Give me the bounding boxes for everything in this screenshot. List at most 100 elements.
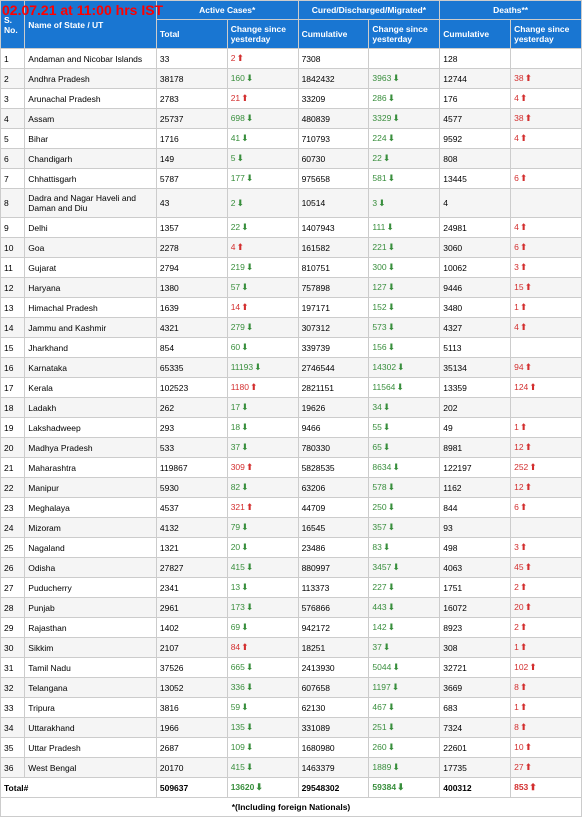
- cell-deaths-change: [511, 149, 582, 169]
- cell-active-total: 262: [156, 398, 227, 418]
- cell-deaths-cum: 10062: [440, 258, 511, 278]
- cell-deaths-change: 8⬆: [511, 718, 582, 738]
- table-row: 34Uttarakhand1966135⬇331089251⬇73248⬆: [1, 718, 582, 738]
- cell-name: Chhattisgarh: [25, 169, 157, 189]
- cell-active-total: 2107: [156, 638, 227, 658]
- table-row: 10Goa22784⬆161582221⬇30606⬆: [1, 238, 582, 258]
- cell-deaths-change: [511, 338, 582, 358]
- cell-active-total: 4132: [156, 518, 227, 538]
- cell-deaths-change: 4⬆: [511, 89, 582, 109]
- cell-cured-cum: 975658: [298, 169, 369, 189]
- cell-active-total: 1321: [156, 538, 227, 558]
- cell-name: Madhya Pradesh: [25, 438, 157, 458]
- cell-sno: 30: [1, 638, 25, 658]
- cell-active-change: 698⬇: [227, 109, 298, 129]
- table-row: 7Chhattisgarh5787177⬇975658581⬇134456⬆: [1, 169, 582, 189]
- cell-deaths-change: 12⬆: [511, 478, 582, 498]
- cell-name: Chandigarh: [25, 149, 157, 169]
- cell-cured-change: 467⬇: [369, 698, 440, 718]
- cell-name: Arunachal Pradesh: [25, 89, 157, 109]
- cell-active-total: 1716: [156, 129, 227, 149]
- cell-cured-change: 34⬇: [369, 398, 440, 418]
- cell-cured-change: 227⬇: [369, 578, 440, 598]
- cell-active-change: 18⬇: [227, 418, 298, 438]
- cell-sno: 24: [1, 518, 25, 538]
- cell-sno: 8: [1, 189, 25, 218]
- cell-name: Rajasthan: [25, 618, 157, 638]
- cell-sno: 2: [1, 69, 25, 89]
- cell-deaths-change: 4⬆: [511, 129, 582, 149]
- table-row: 26Odisha27827415⬇8809973457⬇406345⬆: [1, 558, 582, 578]
- cell-deaths-cum: 4063: [440, 558, 511, 578]
- cell-sno: 32: [1, 678, 25, 698]
- table-row: 17Kerala1025231180⬆282115111564⬇13359124…: [1, 378, 582, 398]
- header-deaths: Deaths**: [440, 1, 582, 20]
- table-row: 12Haryana138057⬇757898127⬇944615⬆: [1, 278, 582, 298]
- cell-deaths-cum: 13359: [440, 378, 511, 398]
- cell-sno: 21: [1, 458, 25, 478]
- cell-cured-change: 1889⬇: [369, 758, 440, 778]
- cell-active-change: 4⬆: [227, 238, 298, 258]
- cell-deaths-cum: 16072: [440, 598, 511, 618]
- cell-name: Tamil Nadu: [25, 658, 157, 678]
- cell-cured-change: 127⬇: [369, 278, 440, 298]
- table-row: 35Uttar Pradesh2687109⬇1680980260⬇226011…: [1, 738, 582, 758]
- cell-active-change: 20⬇: [227, 538, 298, 558]
- cell-cured-cum: 2413930: [298, 658, 369, 678]
- table-row: 9Delhi135722⬇1407943111⬇249814⬆: [1, 218, 582, 238]
- cell-active-change: 160⬇: [227, 69, 298, 89]
- cell-cured-change: 221⬇: [369, 238, 440, 258]
- cell-active-total: 119867: [156, 458, 227, 478]
- cell-active-change: 135⬇: [227, 718, 298, 738]
- cell-active-total: 13052: [156, 678, 227, 698]
- cell-deaths-change: 10⬆: [511, 738, 582, 758]
- cell-active-total: 37526: [156, 658, 227, 678]
- cell-cured-cum: 1463379: [298, 758, 369, 778]
- cell-deaths-change: 124⬆: [511, 378, 582, 398]
- cell-deaths-cum: 683: [440, 698, 511, 718]
- cell-cured-change: 573⬇: [369, 318, 440, 338]
- cell-deaths-cum: 8923: [440, 618, 511, 638]
- cell-name: West Bengal: [25, 758, 157, 778]
- cell-name: Meghalaya: [25, 498, 157, 518]
- table-row: 25Nagaland132120⬇2348683⬇4983⬆: [1, 538, 582, 558]
- cell-cured-change: 251⬇: [369, 718, 440, 738]
- cell-deaths-change: 3⬆: [511, 258, 582, 278]
- cell-active-total: 149: [156, 149, 227, 169]
- header-active-change: Change since yesterday: [227, 20, 298, 49]
- cell-active-change: 13⬇: [227, 578, 298, 598]
- cell-active-total: 20170: [156, 758, 227, 778]
- cell-cured-cum: 33209: [298, 89, 369, 109]
- cell-active-total: 4321: [156, 318, 227, 338]
- cell-name: Andhra Pradesh: [25, 69, 157, 89]
- cell-cured-cum: 5828535: [298, 458, 369, 478]
- cell-deaths-change: 1⬆: [511, 418, 582, 438]
- cell-active-total: 4537: [156, 498, 227, 518]
- table-row: 24Mizoram413279⬇16545357⬇93: [1, 518, 582, 538]
- header-cured-change: Change since yesterday: [369, 20, 440, 49]
- cell-active-change: 415⬇: [227, 758, 298, 778]
- cell-active-change: 665⬇: [227, 658, 298, 678]
- cell-active-total: 43: [156, 189, 227, 218]
- cell-cured-cum: 576866: [298, 598, 369, 618]
- cell-name: Manipur: [25, 478, 157, 498]
- cell-cured-change: 581⬇: [369, 169, 440, 189]
- table-row: 22Manipur593082⬇63206578⬇116212⬆: [1, 478, 582, 498]
- cell-active-change: 11193⬇: [227, 358, 298, 378]
- cell-deaths-cum: 4327: [440, 318, 511, 338]
- cell-cured-change: 14302⬇: [369, 358, 440, 378]
- cell-sno: 28: [1, 598, 25, 618]
- cell-cured-change: 37⬇: [369, 638, 440, 658]
- cell-active-change: 57⬇: [227, 278, 298, 298]
- table-row: 5Bihar171641⬇710793224⬇95924⬆: [1, 129, 582, 149]
- cell-cured-cum: 44709: [298, 498, 369, 518]
- cell-cured-cum: 7308: [298, 49, 369, 69]
- cell-deaths-cum: 3480: [440, 298, 511, 318]
- cell-sno: 3: [1, 89, 25, 109]
- cell-deaths-cum: 9446: [440, 278, 511, 298]
- table-row: 20Madhya Pradesh53337⬇78033065⬇898112⬆: [1, 438, 582, 458]
- cell-name: Tripura: [25, 698, 157, 718]
- cell-active-total: 2783: [156, 89, 227, 109]
- cell-sno: 7: [1, 169, 25, 189]
- cell-deaths-cum: 35134: [440, 358, 511, 378]
